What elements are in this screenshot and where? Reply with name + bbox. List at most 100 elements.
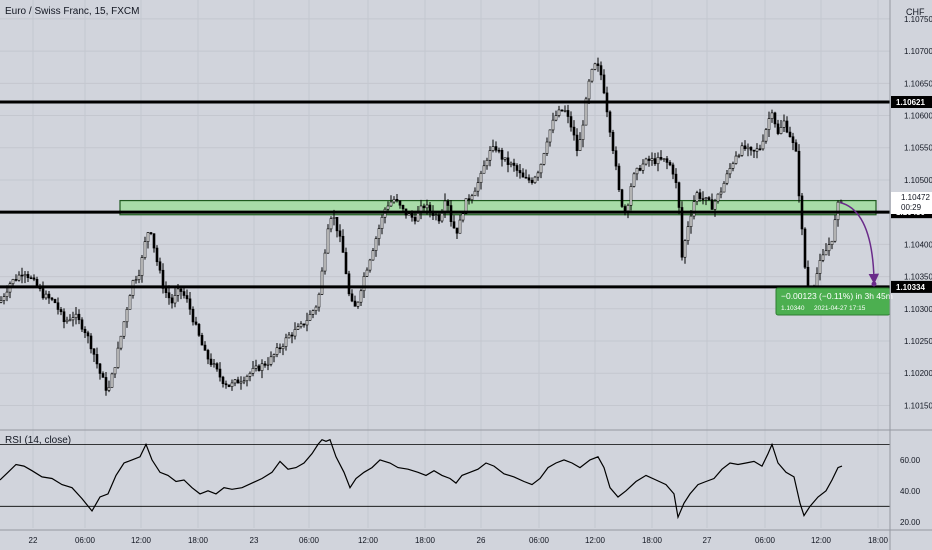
- candle-body: [287, 334, 291, 339]
- candle-body: [551, 119, 555, 131]
- candle-body: [707, 197, 711, 200]
- candle-body: [452, 221, 456, 229]
- candle-body: [458, 219, 462, 234]
- rsi-indicator-label[interactable]: RSI (14, close): [5, 435, 72, 446]
- candle-body: [488, 150, 492, 161]
- candle-body: [20, 274, 24, 277]
- candle-body: [824, 250, 828, 256]
- candle-body: [656, 156, 660, 165]
- candle-body: [77, 313, 81, 321]
- candle-body: [395, 199, 399, 202]
- candle-body: [743, 145, 747, 150]
- forecast-tool[interactable]: −0.00123 (−0.11%) in 3h 45m 1.10340 2021-0…: [775, 201, 893, 316]
- time-axis-label: 06:00: [755, 536, 776, 545]
- time-axis-label: 22: [29, 536, 38, 545]
- candle-body: [206, 350, 210, 360]
- candle-body: [239, 381, 243, 384]
- candle-body: [194, 321, 198, 325]
- candle-body: [734, 155, 738, 164]
- candle-body: [290, 334, 294, 337]
- candle-body: [434, 214, 438, 216]
- candle-body: [329, 218, 333, 230]
- level-price-label: 1.10621: [896, 98, 925, 107]
- rsi-panel: 60.00 40.00 20.00: [0, 438, 921, 527]
- candle-body: [32, 277, 36, 280]
- candle-body: [200, 335, 204, 346]
- candle-body: [641, 163, 645, 171]
- candle-body: [164, 288, 168, 294]
- candle-body: [533, 176, 537, 183]
- candle-body: [203, 344, 207, 351]
- candle-body: [197, 324, 201, 336]
- candle-body: [389, 201, 393, 207]
- time-axis-label: 23: [250, 536, 259, 545]
- price-axis-label: 1.10350: [904, 273, 932, 282]
- candle-body: [713, 200, 717, 210]
- candle-body: [299, 323, 303, 327]
- candle-body: [371, 250, 375, 261]
- candle-body: [377, 228, 381, 239]
- time-axis-label: 06:00: [529, 536, 550, 545]
- forecast-date-label: 2021-04-27 17:15: [814, 305, 866, 312]
- price-axis-label: 1.10700: [904, 47, 932, 56]
- candle-body: [560, 109, 564, 112]
- candle-body: [149, 232, 153, 234]
- candle-body: [569, 116, 573, 128]
- candle-body: [623, 206, 627, 212]
- candle-body: [41, 288, 45, 299]
- candle-body: [572, 126, 576, 136]
- candle-body: [173, 295, 177, 304]
- candle-body: [518, 170, 522, 174]
- candle-body: [407, 213, 411, 216]
- level-price-tag: [891, 95, 932, 108]
- candle-body: [566, 110, 570, 117]
- candle-body: [542, 153, 546, 165]
- time-axis-label: 18:00: [868, 536, 889, 545]
- candle-body: [242, 380, 246, 383]
- candle-body: [563, 110, 567, 112]
- candle-body: [647, 158, 651, 161]
- candle-body: [494, 146, 498, 151]
- candle-body: [539, 163, 543, 174]
- candle-body: [344, 252, 348, 275]
- price-axis-label: 1.10500: [904, 176, 932, 185]
- candle-body: [5, 291, 9, 297]
- candle-body: [218, 368, 222, 378]
- candle-body: [356, 301, 360, 307]
- candle-body: [125, 308, 129, 323]
- candle-body: [497, 149, 501, 152]
- candle-body: [698, 192, 702, 199]
- candle-body: [455, 227, 459, 234]
- candle-body: [626, 204, 630, 212]
- candle-body: [158, 261, 162, 271]
- candle-body: [722, 182, 726, 193]
- candle-body: [659, 156, 663, 160]
- candle-body: [95, 354, 99, 365]
- candle-body: [620, 189, 624, 207]
- candle-body: [227, 384, 231, 387]
- time-axis-label: 26: [477, 536, 486, 545]
- candle-body: [749, 146, 753, 151]
- candle-body: [512, 162, 516, 166]
- candle-body: [482, 165, 486, 174]
- candle-body: [386, 205, 390, 210]
- candle-body: [506, 157, 510, 165]
- candle-body: [527, 177, 531, 181]
- candle-body: [524, 176, 528, 179]
- candle-body: [689, 215, 693, 227]
- candle-body: [17, 274, 21, 281]
- level-price-label: 1.10334: [896, 283, 925, 292]
- candle-body: [29, 277, 33, 280]
- candle-body: [776, 123, 780, 134]
- symbol-title[interactable]: Euro / Swiss Franc, 15, FXCM: [5, 6, 140, 17]
- candle-body: [266, 363, 270, 366]
- candle-body: [584, 98, 588, 126]
- candle-body: [224, 383, 228, 386]
- candle-body: [437, 214, 441, 222]
- candle-body: [362, 276, 366, 292]
- candle-body: [254, 365, 258, 369]
- candle-body: [479, 172, 483, 183]
